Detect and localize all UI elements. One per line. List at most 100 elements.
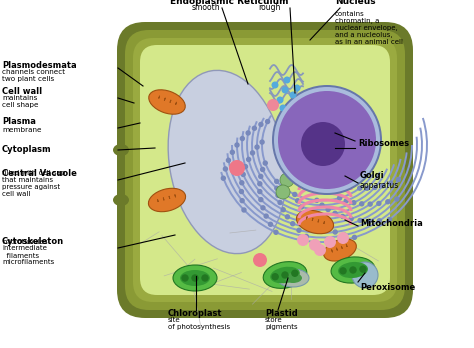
- Text: store
pigments: store pigments: [265, 316, 298, 330]
- Circle shape: [333, 230, 337, 234]
- Circle shape: [315, 198, 319, 202]
- Ellipse shape: [324, 239, 356, 261]
- Circle shape: [259, 198, 263, 201]
- Text: Cell wall: Cell wall: [2, 87, 42, 95]
- Circle shape: [242, 208, 246, 212]
- Circle shape: [280, 173, 294, 187]
- Circle shape: [280, 105, 286, 111]
- Text: Central Vacuole: Central Vacuole: [2, 169, 77, 179]
- Circle shape: [274, 87, 380, 193]
- Circle shape: [326, 207, 330, 212]
- Circle shape: [276, 193, 280, 197]
- Circle shape: [263, 161, 267, 165]
- Circle shape: [281, 208, 285, 212]
- Circle shape: [381, 184, 385, 188]
- Circle shape: [272, 274, 278, 280]
- Circle shape: [259, 122, 263, 126]
- Text: Cytoplasm: Cytoplasm: [2, 144, 52, 153]
- Circle shape: [360, 202, 364, 206]
- Text: site
of photosynthesis: site of photosynthesis: [168, 316, 230, 330]
- Circle shape: [297, 234, 309, 246]
- Circle shape: [314, 244, 326, 256]
- Circle shape: [275, 186, 279, 190]
- Circle shape: [395, 197, 399, 201]
- Text: apparatus: apparatus: [360, 182, 399, 190]
- Circle shape: [368, 202, 372, 206]
- Circle shape: [230, 150, 234, 154]
- Circle shape: [260, 140, 264, 144]
- Circle shape: [304, 211, 309, 215]
- Ellipse shape: [338, 262, 368, 278]
- Circle shape: [309, 239, 321, 251]
- Circle shape: [337, 232, 349, 244]
- Circle shape: [350, 267, 356, 273]
- Circle shape: [324, 236, 336, 248]
- Circle shape: [297, 228, 301, 232]
- Circle shape: [353, 235, 356, 239]
- Circle shape: [349, 217, 353, 221]
- Ellipse shape: [263, 262, 307, 288]
- Circle shape: [253, 253, 267, 267]
- Circle shape: [264, 214, 268, 218]
- Circle shape: [229, 160, 245, 176]
- Circle shape: [297, 99, 303, 105]
- Circle shape: [265, 120, 270, 124]
- Text: Peroxisome: Peroxisome: [360, 284, 415, 293]
- Circle shape: [317, 222, 321, 226]
- Circle shape: [292, 270, 298, 276]
- FancyBboxPatch shape: [133, 38, 397, 302]
- Ellipse shape: [148, 188, 186, 212]
- Circle shape: [182, 275, 188, 281]
- Circle shape: [272, 82, 278, 88]
- Circle shape: [255, 145, 259, 149]
- Ellipse shape: [277, 269, 309, 287]
- Text: Chloroplast: Chloroplast: [168, 308, 222, 317]
- Circle shape: [278, 91, 376, 189]
- Circle shape: [258, 182, 262, 186]
- Circle shape: [377, 219, 382, 223]
- Text: smooth: smooth: [192, 3, 220, 13]
- Ellipse shape: [270, 267, 300, 283]
- Ellipse shape: [113, 144, 129, 156]
- Circle shape: [352, 201, 356, 205]
- Circle shape: [310, 216, 314, 220]
- Circle shape: [221, 176, 225, 180]
- Circle shape: [360, 266, 366, 272]
- Circle shape: [267, 99, 279, 111]
- Circle shape: [285, 215, 290, 219]
- Circle shape: [377, 201, 381, 205]
- Text: microtubules
intermediate
  filaments
microfilaments: microtubules intermediate filaments micr…: [2, 238, 54, 266]
- Text: filled with cell sap
that maintains
pressure against
cell wall: filled with cell sap that maintains pres…: [2, 171, 65, 198]
- Circle shape: [301, 122, 345, 166]
- Circle shape: [278, 200, 282, 205]
- Ellipse shape: [180, 270, 210, 286]
- Circle shape: [282, 272, 288, 278]
- Circle shape: [367, 219, 372, 223]
- Text: membrane: membrane: [2, 127, 42, 133]
- Circle shape: [344, 199, 348, 203]
- Circle shape: [387, 218, 392, 221]
- Circle shape: [272, 85, 382, 195]
- Text: Endoplasmic Reticulum: Endoplasmic Reticulum: [170, 0, 289, 6]
- Circle shape: [227, 158, 230, 162]
- Text: Mitochondria: Mitochondria: [360, 219, 423, 228]
- Circle shape: [276, 185, 290, 199]
- Circle shape: [244, 165, 247, 169]
- Circle shape: [261, 206, 265, 210]
- Circle shape: [240, 136, 244, 141]
- Ellipse shape: [149, 90, 185, 114]
- Text: maintains
cell shape: maintains cell shape: [2, 95, 38, 108]
- Text: Plastid: Plastid: [265, 308, 298, 317]
- Circle shape: [274, 230, 278, 234]
- Text: Plasma: Plasma: [2, 118, 36, 127]
- Circle shape: [386, 200, 390, 204]
- Circle shape: [259, 174, 263, 179]
- Circle shape: [282, 87, 288, 93]
- Circle shape: [240, 181, 244, 185]
- FancyBboxPatch shape: [125, 30, 405, 310]
- Text: Cytoskeleton: Cytoskeleton: [2, 237, 64, 246]
- Circle shape: [290, 92, 296, 98]
- Ellipse shape: [284, 273, 302, 283]
- FancyBboxPatch shape: [140, 45, 390, 295]
- Ellipse shape: [296, 210, 334, 234]
